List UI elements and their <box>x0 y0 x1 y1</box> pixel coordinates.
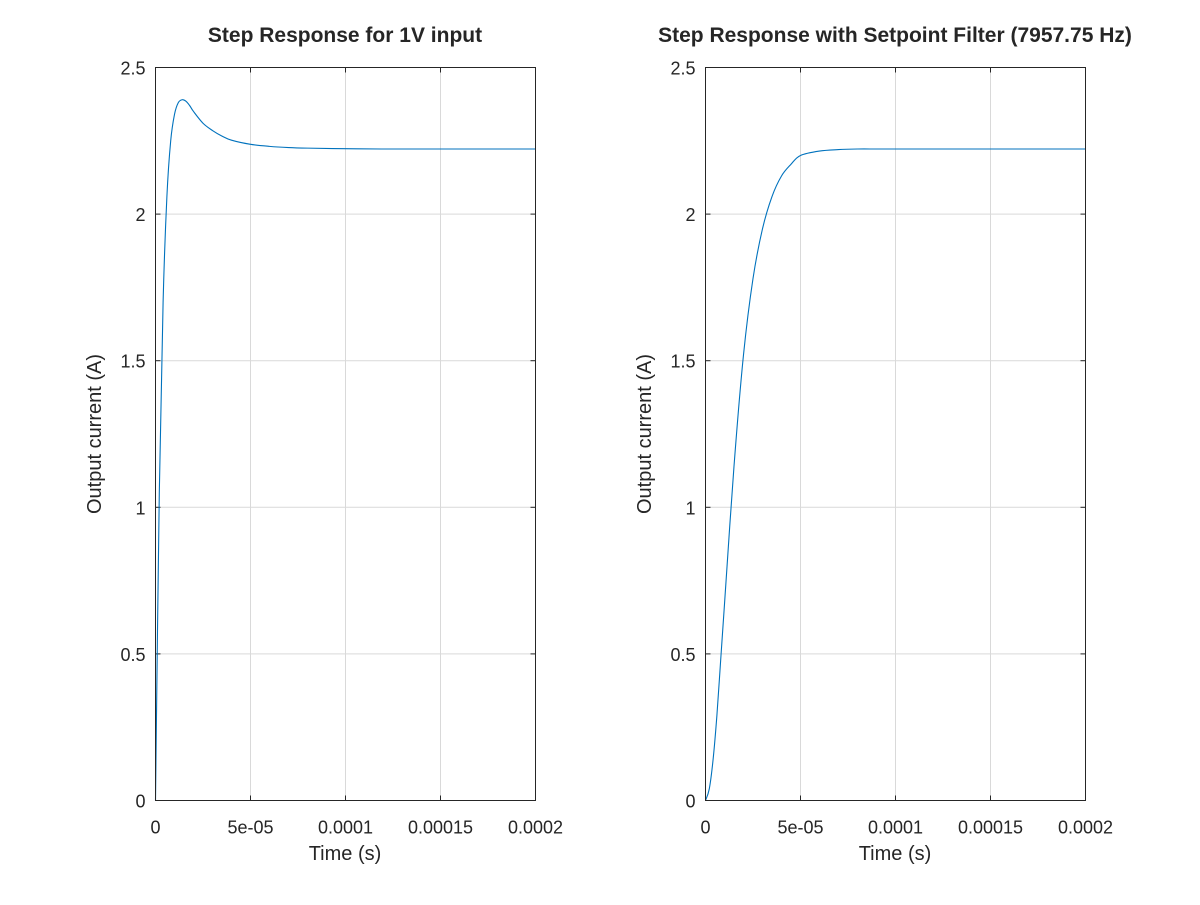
series-line <box>704 148 1086 801</box>
y-tick-label: 1.5 <box>670 352 695 372</box>
axis-ticks: 0 5e-05 0.0001 0.00015 0.0002 0 0.5 1 1.5 2 2.5 <box>670 59 1113 838</box>
x-axis-label: Time (s) <box>859 843 932 865</box>
chart-panel-step-response: Step Response for 1V input Time (s) Outp… <box>84 24 563 865</box>
axis-ticks: 0 5e-05 0.0001 0.00015 0.0002 0 0.5 1 1.5 2 2.5 <box>120 59 563 838</box>
grid-lines <box>705 67 1086 801</box>
y-tick-label: 2 <box>135 205 145 225</box>
series-line <box>154 99 536 801</box>
x-tick-label: 0.0002 <box>508 818 563 838</box>
x-tick-label: 0.00015 <box>408 818 473 838</box>
x-axis-label: Time (s) <box>309 843 382 865</box>
x-tick-label: 0.00015 <box>958 818 1023 838</box>
plot-area-frame <box>705 67 1086 801</box>
x-tick-label: 0.0002 <box>1058 818 1113 838</box>
y-axis-label: Output current (A) <box>84 354 106 514</box>
x-tick-label: 0 <box>700 818 710 838</box>
y-tick-label: 2 <box>685 205 695 225</box>
y-tick-label: 0.5 <box>670 645 695 665</box>
x-tick-label: 5e-05 <box>227 818 273 838</box>
y-tick-label: 0.5 <box>120 645 145 665</box>
y-tick-label: 0 <box>685 792 695 812</box>
series-group <box>154 99 536 801</box>
y-tick-label: 2.5 <box>120 59 145 79</box>
y-tick-label: 1.5 <box>120 352 145 372</box>
x-tick-label: 0.0001 <box>868 818 923 838</box>
x-tick-label: 0.0001 <box>318 818 373 838</box>
plot-area-frame <box>155 67 536 801</box>
y-axis-label: Output current (A) <box>634 354 656 514</box>
y-tick-label: 2.5 <box>670 59 695 79</box>
chart-panel-setpoint-filter: Step Response with Setpoint Filter (7957… <box>634 24 1132 865</box>
x-tick-label: 5e-05 <box>777 818 823 838</box>
x-tick-label: 0 <box>150 818 160 838</box>
y-tick-label: 1 <box>685 498 695 518</box>
series-group <box>704 148 1086 801</box>
y-tick-label: 0 <box>135 792 145 812</box>
grid-lines <box>155 67 536 801</box>
chart-title: Step Response for 1V input <box>208 24 482 47</box>
chart-title: Step Response with Setpoint Filter (7957… <box>658 24 1132 47</box>
y-tick-label: 1 <box>135 498 145 518</box>
